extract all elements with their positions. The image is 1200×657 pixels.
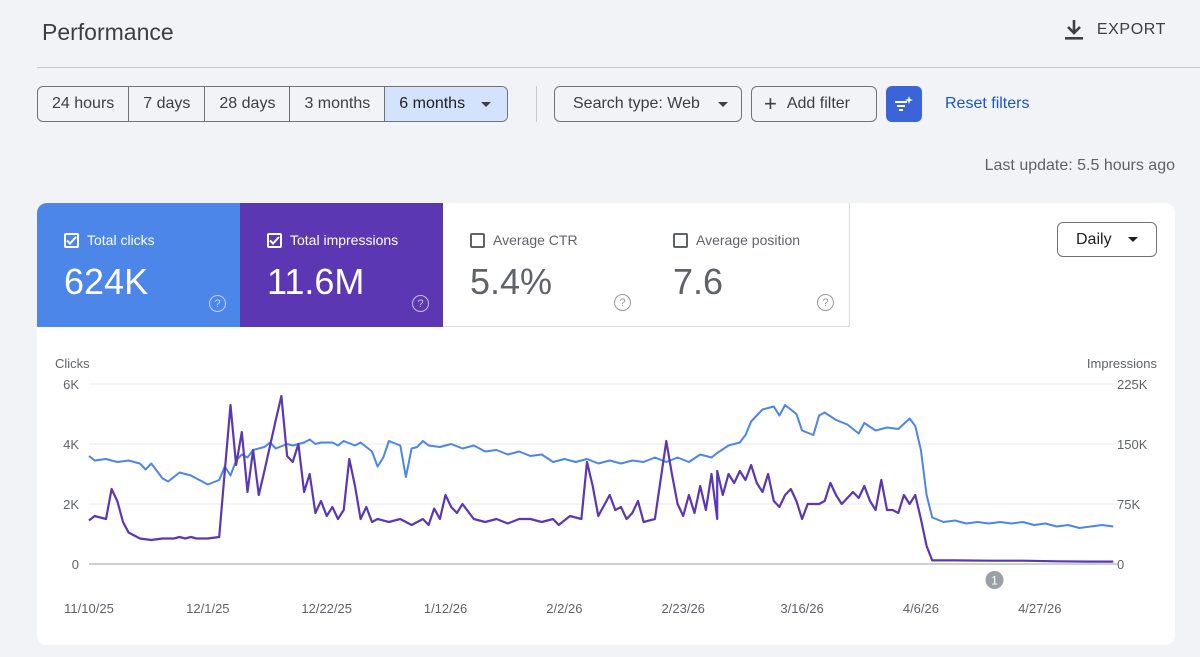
- help-icon[interactable]: ?: [614, 294, 631, 311]
- metric-value: 7.6: [673, 261, 724, 302]
- annotation-label: 1: [991, 574, 998, 588]
- metric-label: Total clicks: [87, 232, 155, 248]
- left-tick-label: 2K: [63, 497, 79, 512]
- help-icon[interactable]: ?: [412, 295, 429, 312]
- download-icon: [1064, 20, 1083, 40]
- right-tick-label: 225K: [1117, 377, 1148, 392]
- metric-average-position[interactable]: Average position 7.6 ?: [646, 203, 850, 327]
- metric-value: 11.6M: [267, 261, 365, 302]
- performance-card: Total clicks 624K ? Total impressions 11…: [37, 203, 1175, 645]
- range-28-days[interactable]: 28 days: [205, 87, 291, 121]
- left-tick-label: 0: [72, 557, 79, 572]
- x-tick-label: 2/23/26: [662, 601, 705, 616]
- right-axis-title: Impressions: [1087, 356, 1158, 371]
- export-button[interactable]: EXPORT: [1063, 18, 1166, 42]
- x-tick-label: 12/22/25: [301, 601, 352, 616]
- dropdown-caret-icon: [717, 101, 728, 107]
- search-type-label: Search type: Web: [573, 95, 700, 112]
- left-axis-title: Clicks: [55, 356, 90, 371]
- search-type-dropdown[interactable]: Search type: Web: [554, 86, 742, 122]
- help-icon[interactable]: ?: [817, 294, 834, 311]
- help-icon[interactable]: ?: [209, 295, 226, 312]
- page-header: Performance EXPORT: [0, 0, 1200, 67]
- last-update-text: Last update: 5.5 hours ago: [984, 157, 1175, 174]
- left-tick-label: 4K: [63, 437, 79, 452]
- page-title: Performance: [42, 19, 174, 45]
- checkbox-unchecked-icon[interactable]: [673, 232, 688, 248]
- range-7-days[interactable]: 7 days: [129, 87, 206, 121]
- left-tick-label: 6K: [63, 377, 79, 392]
- x-tick-label: 3/16/26: [780, 601, 823, 616]
- checkbox-checked-icon[interactable]: [64, 232, 79, 248]
- granularity-label: Daily: [1076, 230, 1112, 248]
- selected-range-label: 6 months: [399, 95, 466, 112]
- right-tick-label: 75K: [1117, 497, 1140, 512]
- range-24-hours[interactable]: 24 hours: [38, 87, 130, 121]
- filter-options-button[interactable]: [886, 86, 922, 122]
- performance-chart: Clicks Impressions02K4K6K075K150K225K11/1…: [55, 356, 1158, 616]
- plus-icon: +: [764, 91, 777, 116]
- filter-sparkle-icon: [895, 96, 913, 111]
- right-tick-label: 0: [1117, 557, 1124, 572]
- range-6-months-dropdown[interactable]: 6 months: [385, 87, 508, 121]
- granularity-dropdown[interactable]: Daily: [1057, 222, 1157, 257]
- checkbox-checked-icon[interactable]: [267, 232, 282, 248]
- x-tick-label: 2/2/26: [546, 601, 582, 616]
- x-tick-label: 12/1/25: [186, 601, 229, 616]
- reset-filters-link[interactable]: Reset filters: [945, 95, 1030, 112]
- metric-value: 5.4%: [470, 261, 553, 302]
- checkbox-unchecked-icon[interactable]: [470, 232, 485, 248]
- x-tick-label: 1/12/26: [424, 601, 467, 616]
- metric-total-impressions[interactable]: Total impressions 11.6M ?: [240, 203, 444, 327]
- x-tick-label: 4/6/26: [903, 601, 939, 616]
- metric-label: Total impressions: [290, 232, 399, 248]
- dropdown-caret-icon: [1127, 237, 1138, 242]
- annotation-marker: [985, 571, 1004, 589]
- metric-label: Average position: [696, 232, 801, 248]
- x-tick-label: 11/10/25: [64, 601, 114, 616]
- header-divider: [37, 67, 1200, 68]
- export-label: EXPORT: [1096, 21, 1166, 38]
- date-range-selector: 24 hours 7 days 28 days 3 months 6 month…: [37, 86, 509, 122]
- metric-average-ctr[interactable]: Average CTR 5.4% ?: [443, 203, 647, 327]
- add-filter-label: Add filter: [786, 95, 850, 112]
- toolbar-divider: [536, 86, 537, 122]
- range-3-months[interactable]: 3 months: [290, 87, 386, 121]
- x-tick-label: 4/27/26: [1018, 601, 1061, 616]
- metric-label: Average CTR: [493, 232, 578, 248]
- impressions-line: [88, 394, 1114, 563]
- filter-toolbar: 24 hours 7 days 28 days 3 months 6 month…: [37, 86, 1177, 122]
- metric-total-clicks[interactable]: Total clicks 624K ?: [37, 203, 241, 327]
- right-tick-label: 150K: [1117, 437, 1148, 452]
- dropdown-caret-icon: [481, 101, 492, 107]
- add-filter-button[interactable]: + Add filter: [751, 86, 877, 122]
- metric-value: 624K: [64, 261, 149, 302]
